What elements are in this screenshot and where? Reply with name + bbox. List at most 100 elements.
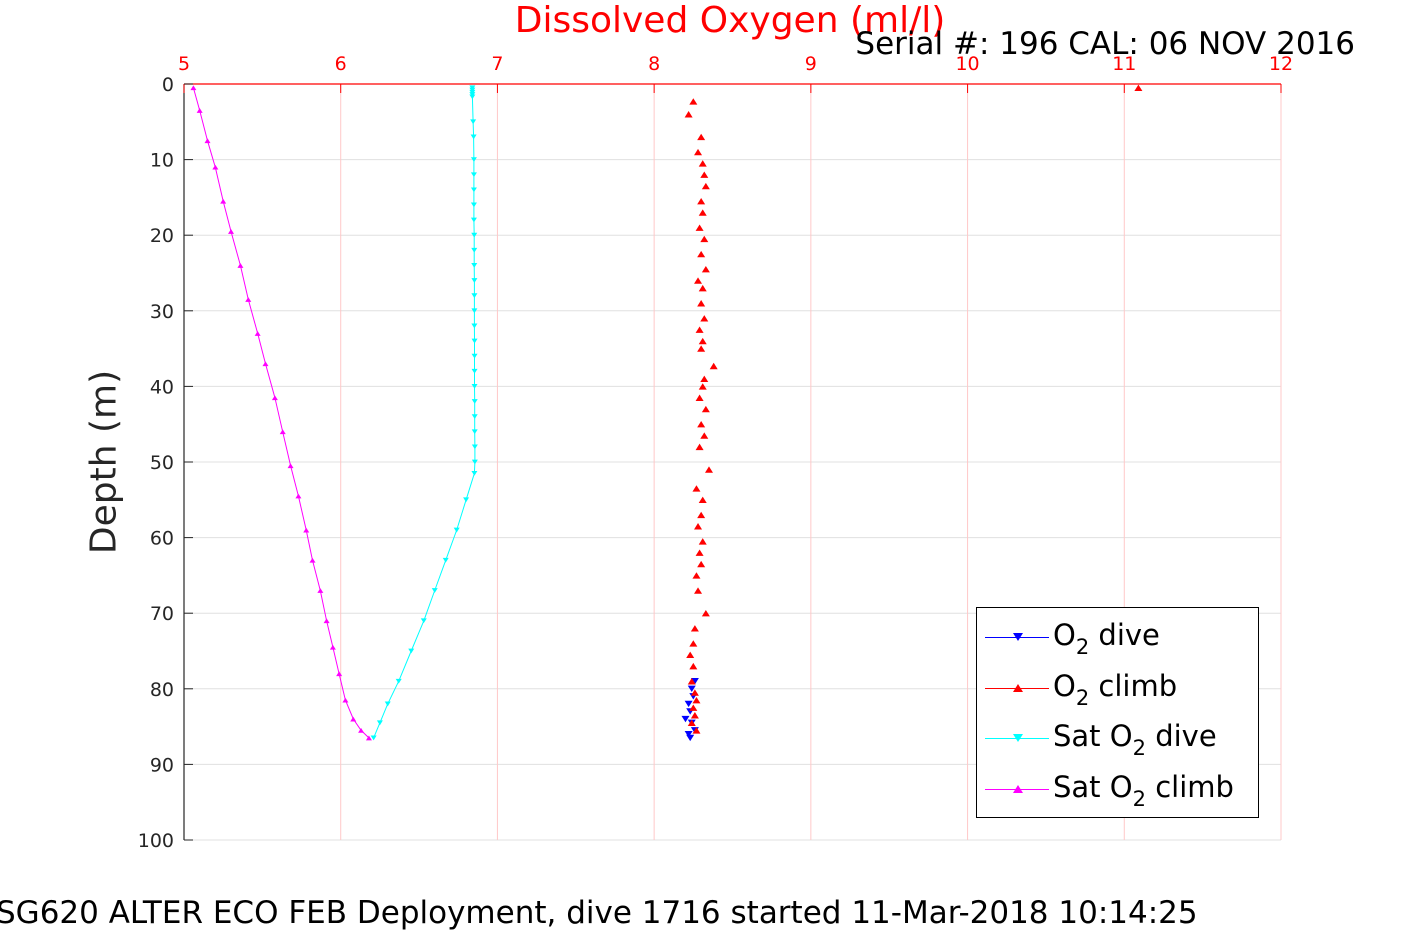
data-point [697,197,706,205]
data-point [212,164,219,170]
y-tick-label: 30 [150,301,174,323]
data-point [470,157,477,162]
chart-title: Dissolved Oxygen (ml/l) [514,0,946,41]
data-point [692,572,701,579]
data-point [709,362,718,370]
data-point [692,727,701,734]
data-point [358,727,365,733]
x-tick-label: 11 [1112,53,1136,75]
y-axis-label: Depth (m) [83,369,125,555]
data-point [471,399,478,404]
data-point [365,735,372,741]
data-point [697,421,706,428]
data-point [370,735,377,741]
x-tick-label: 9 [805,53,817,75]
data-point [698,209,707,216]
data-point [471,470,478,476]
data-point [701,266,710,273]
data-point [686,651,695,658]
x-tick-label: 7 [491,53,503,75]
data-point [687,685,696,692]
data-point [701,405,710,413]
y-tick-label: 60 [150,528,174,550]
data-point [342,697,349,703]
data-point [196,108,203,113]
data-point [471,429,478,435]
data-point [287,463,294,469]
data-point [237,263,244,268]
data-point [697,560,706,568]
data-point [431,588,438,593]
data-point [695,443,704,451]
legend-entry-o2-climb: O2 climb [983,665,1253,711]
deployment-caption: SG620 ALTER ECO FEB Deployment, dive 171… [0,895,1198,931]
data-point [471,232,478,238]
data-point [681,715,690,723]
data-point [695,326,704,333]
data-point [692,485,701,492]
data-point [689,98,698,105]
y-tick-label: 10 [150,150,174,172]
data-point [470,172,477,178]
data-point [471,278,478,283]
data-point [384,701,391,707]
data-point [701,182,710,190]
legend-label: Sat O2 dive [1053,719,1217,760]
data-point [687,719,696,727]
series-o2-climb [684,84,1143,734]
data-point [471,414,478,420]
data-point [700,432,709,439]
data-point [471,308,478,314]
data-point [470,202,477,208]
series-sat-o2-climb [190,85,372,741]
y-tick-label: 40 [150,376,174,398]
data-point [395,678,402,684]
data-point [697,133,706,141]
data-point [690,625,699,632]
y-tick-label: 20 [150,225,174,247]
data-point [309,557,316,563]
data-point [245,297,252,302]
legend: O2 dive O2 climb Sat O2 dive Sat O2 clim… [976,607,1259,818]
data-point [700,235,709,243]
data-point [220,198,227,204]
x-tick-label: 8 [648,53,660,75]
data-point [471,384,478,389]
data-point [700,315,709,322]
data-point [697,250,706,258]
data-point [190,85,197,91]
y-tick-label: 80 [150,679,174,701]
data-point [686,734,695,742]
data-series [190,84,1143,742]
data-point [376,720,383,726]
series-line [192,87,370,739]
data-point [228,229,235,234]
data-point [471,323,478,329]
data-point [204,138,211,144]
data-point [698,284,707,292]
data-point [350,716,357,722]
data-point [694,148,703,156]
data-point [279,429,286,435]
data-point [695,224,704,231]
data-point [420,618,427,624]
data-point [442,557,449,563]
data-point [471,459,478,465]
data-point [700,375,709,383]
data-point [689,640,698,647]
data-point [689,662,698,670]
data-point [684,730,693,738]
data-point [698,337,707,345]
x-tick-label: 12 [1269,53,1293,75]
data-point [470,217,477,223]
data-point [690,689,699,696]
data-point [684,111,693,118]
triangle-up-icon [1013,785,1023,793]
y-tick-label: 70 [150,603,174,625]
data-point [323,618,330,624]
data-point [690,712,699,719]
data-point [463,497,470,503]
x-tick-label: 6 [335,53,347,75]
data-point [469,94,476,100]
